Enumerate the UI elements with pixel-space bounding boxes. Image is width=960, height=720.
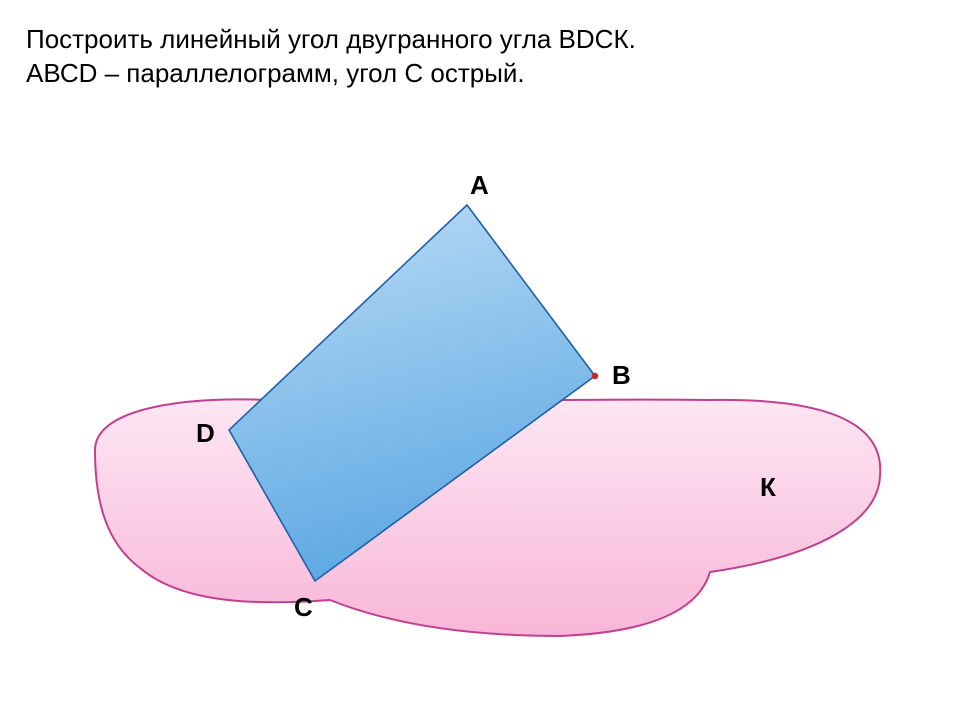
vertex-label-a: А bbox=[470, 170, 489, 201]
vertex-label-k: К bbox=[760, 472, 776, 503]
vertex-label-b: В bbox=[612, 360, 631, 391]
vertex-markers bbox=[592, 373, 598, 379]
problem-statement: Построить линейный угол двугранного угла… bbox=[26, 22, 636, 90]
vertex-label-d: D bbox=[196, 418, 215, 449]
geometry-scene bbox=[0, 0, 960, 720]
vertex-dot-b bbox=[592, 373, 598, 379]
vertex-label-c: С bbox=[294, 592, 313, 623]
